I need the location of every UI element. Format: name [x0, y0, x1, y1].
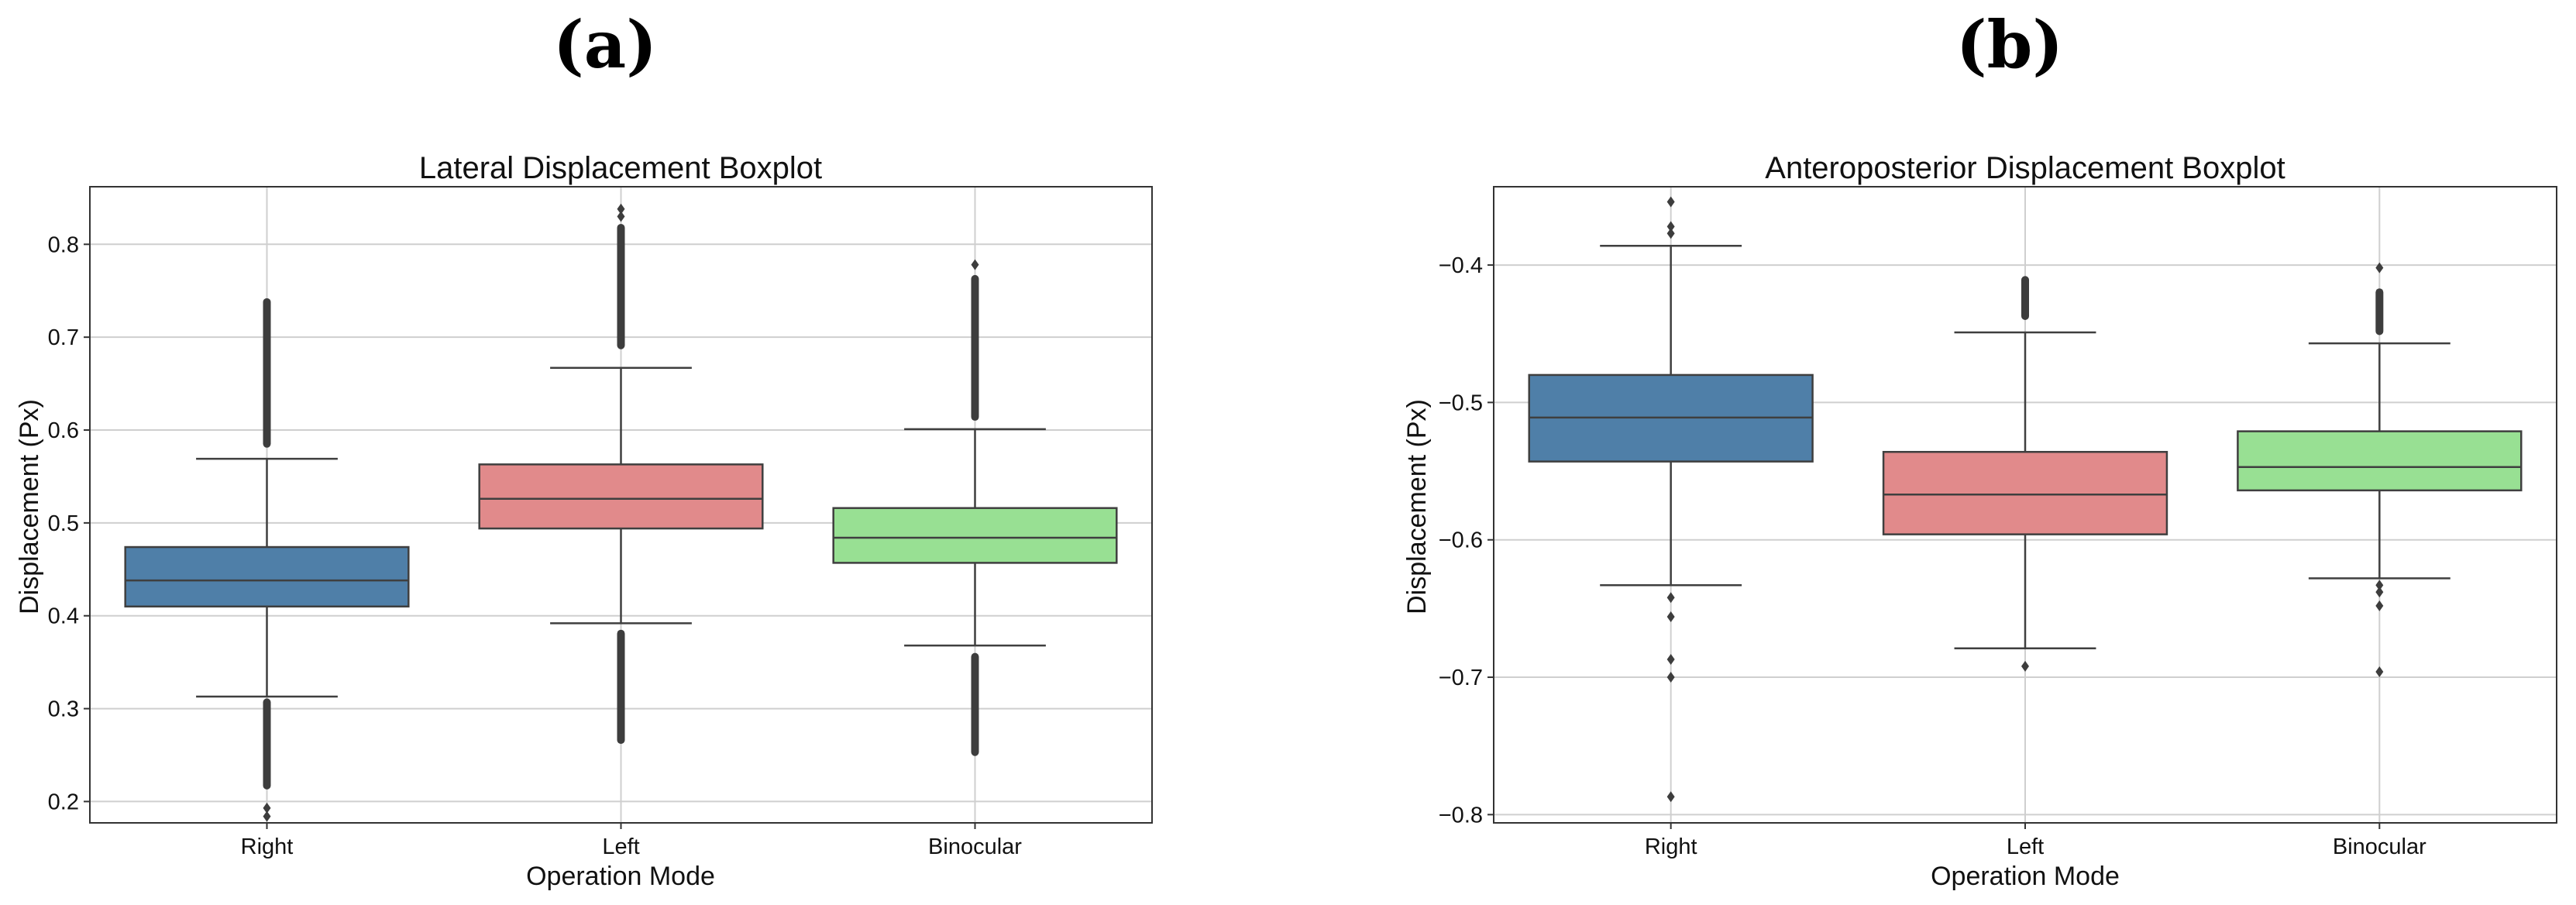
- y-tick-label: 0.2: [48, 790, 79, 814]
- y-tick-label: 0.4: [48, 604, 79, 629]
- y-tick-label: 0.7: [48, 325, 79, 350]
- axes-frame: [1493, 186, 2557, 824]
- outlier-point: [2375, 666, 2384, 677]
- x-tick-label: Right: [241, 834, 294, 859]
- iqr-box: [832, 507, 1118, 564]
- iqr-box: [478, 463, 764, 530]
- chart-a-xlabel: Operation Mode: [526, 862, 715, 891]
- outlier-point: [1666, 672, 1675, 683]
- iqr-box: [1882, 450, 2168, 535]
- outlier-point: [971, 259, 979, 270]
- outlier-band: [2021, 276, 2029, 321]
- chart-b-xlabel: Operation Mode: [1931, 862, 2120, 891]
- chart-b-title: Anteroposterior Displacement Boxplot: [1765, 151, 2285, 185]
- box-binocular: [832, 259, 1118, 756]
- outlier-point: [617, 203, 625, 215]
- axes-frame: [89, 186, 1153, 824]
- y-tick-label: −0.8: [1439, 803, 1483, 828]
- outlier-point: [263, 802, 271, 814]
- outlier-point: [2375, 587, 2384, 598]
- chart-b-ylabel: Displacement (Px): [1402, 399, 1432, 614]
- outlier-band: [617, 223, 625, 349]
- outlier-band: [617, 629, 625, 745]
- y-tick-label: 0.3: [48, 697, 79, 722]
- outlier-point: [2375, 580, 2384, 591]
- box-left: [478, 203, 764, 745]
- outlier-point: [1666, 221, 1675, 232]
- chart-a-ylabel: Displacement (Px): [15, 399, 44, 614]
- outlier-point: [2375, 262, 2384, 274]
- x-tick-label: Binocular: [2333, 834, 2426, 859]
- box-right: [1528, 196, 1814, 803]
- y-tick-label: 0.8: [48, 232, 79, 257]
- x-tick-label: Left: [2007, 834, 2044, 859]
- outlier-point: [1666, 611, 1675, 623]
- y-tick-label: −0.4: [1439, 253, 1483, 278]
- outlier-point: [1666, 653, 1675, 665]
- box-left: [1882, 276, 2168, 672]
- chart-b-plot: −0.8 −0.7 −0.6 −0.5 −0.4 Right Left Binocular: [1439, 186, 2557, 859]
- outlier-point: [2021, 660, 2029, 672]
- outlier-point: [617, 211, 625, 222]
- x-tick-label: Right: [1645, 834, 1697, 859]
- outlier-band: [263, 698, 271, 790]
- chart-a-plot: 0.2 0.3 0.4 0.5 0.6 0.7 0.8 Right Left Binocular: [48, 186, 1153, 859]
- outlier-point: [1666, 228, 1675, 239]
- y-tick-label: −0.7: [1439, 666, 1483, 690]
- y-tick-label: −0.5: [1439, 391, 1483, 415]
- box-right: [124, 298, 410, 822]
- y-tick-label: −0.6: [1439, 528, 1483, 553]
- outlier-point: [1666, 791, 1675, 803]
- chart-a-title: Lateral Displacement Boxplot: [419, 151, 822, 185]
- outlier-band: [971, 652, 979, 756]
- x-tick-label: Left: [602, 834, 639, 859]
- iqr-box: [124, 545, 410, 607]
- panel-label-a: (a): [553, 6, 657, 83]
- outlier-band: [263, 298, 271, 448]
- panel-label-b: (b): [1955, 6, 2064, 83]
- box-binocular: [2237, 262, 2523, 677]
- outlier-point: [1666, 592, 1675, 604]
- outlier-point: [1666, 196, 1675, 208]
- outlier-point: [2375, 600, 2384, 611]
- x-tick-label: Binocular: [928, 834, 1022, 859]
- outlier-point: [263, 810, 271, 822]
- y-tick-label: 0.6: [48, 418, 79, 443]
- iqr-box: [2237, 430, 2523, 492]
- outlier-band: [2375, 288, 2384, 336]
- y-tick-label: 0.5: [48, 511, 79, 536]
- outlier-band: [971, 274, 979, 422]
